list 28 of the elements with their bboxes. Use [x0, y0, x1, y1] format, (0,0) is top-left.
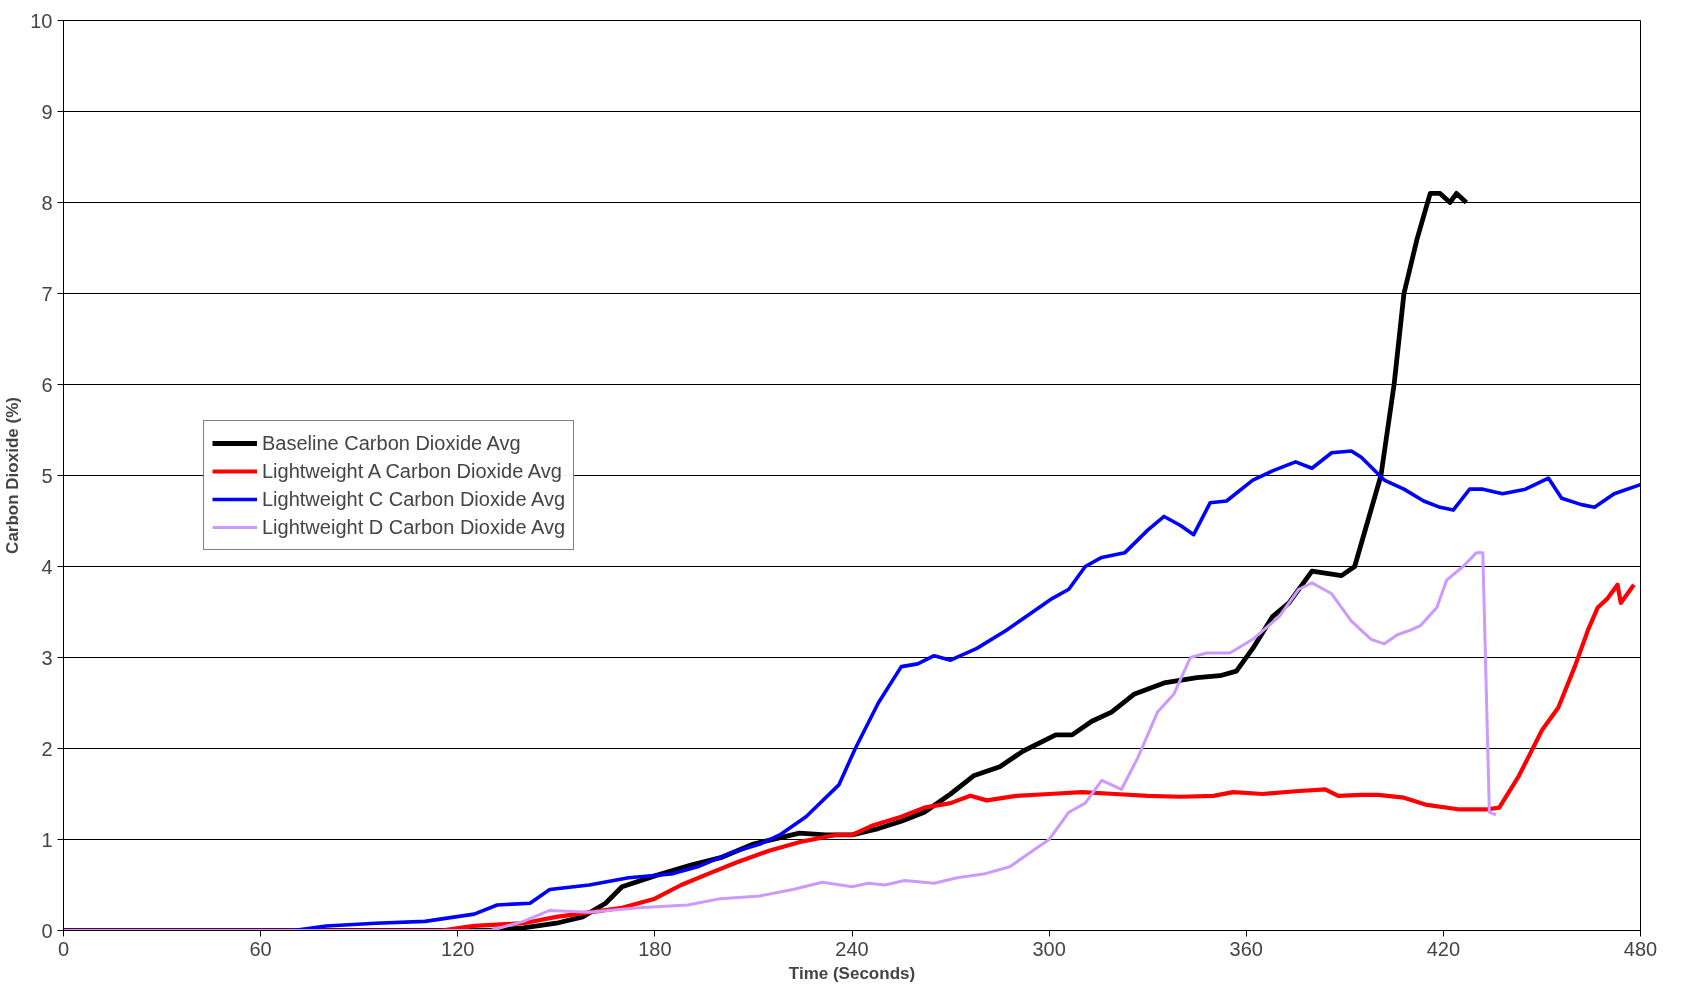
legend-label: Lightweight D Carbon Dioxide Avg [262, 514, 566, 540]
y-tick-label: 2 [41, 737, 53, 760]
y-tick-label: 8 [41, 191, 53, 214]
y-tick-label: 9 [41, 100, 53, 123]
y-tick-label: 10 [30, 9, 53, 32]
x-tick-label: 120 [441, 937, 475, 960]
line-series [63, 582, 1637, 931]
x-tick-label: 360 [1229, 937, 1263, 960]
y-tick-label: 0 [41, 919, 53, 942]
x-tick-label: 240 [835, 937, 869, 960]
x-tick-label: 60 [249, 937, 272, 960]
x-tick-label: 480 [1623, 937, 1658, 960]
x-tick-label: 0 [57, 937, 70, 960]
y-tick-label: 6 [41, 373, 53, 396]
legend-label: Lightweight A Carbon Dioxide Avg [262, 458, 562, 484]
y-tick-label: 4 [41, 555, 53, 578]
legend-label: Baseline Carbon Dioxide Avg [262, 430, 521, 456]
line-series [63, 551, 1498, 931]
x-tick-label: 300 [1032, 937, 1066, 960]
x-tick-label: 420 [1426, 937, 1461, 960]
x-tick-label: 180 [638, 937, 672, 960]
y-tick-label: 5 [41, 464, 53, 487]
y-tick-label: 3 [41, 646, 53, 669]
y-tick-label: 1 [41, 828, 53, 851]
y-axis-title: Carbon Dioxide (%) [3, 397, 23, 554]
y-tick-label: 7 [41, 282, 53, 305]
legend-label: Lightweight C Carbon Dioxide Avg [262, 486, 566, 512]
x-axis-title: Time (Seconds) [788, 963, 916, 983]
